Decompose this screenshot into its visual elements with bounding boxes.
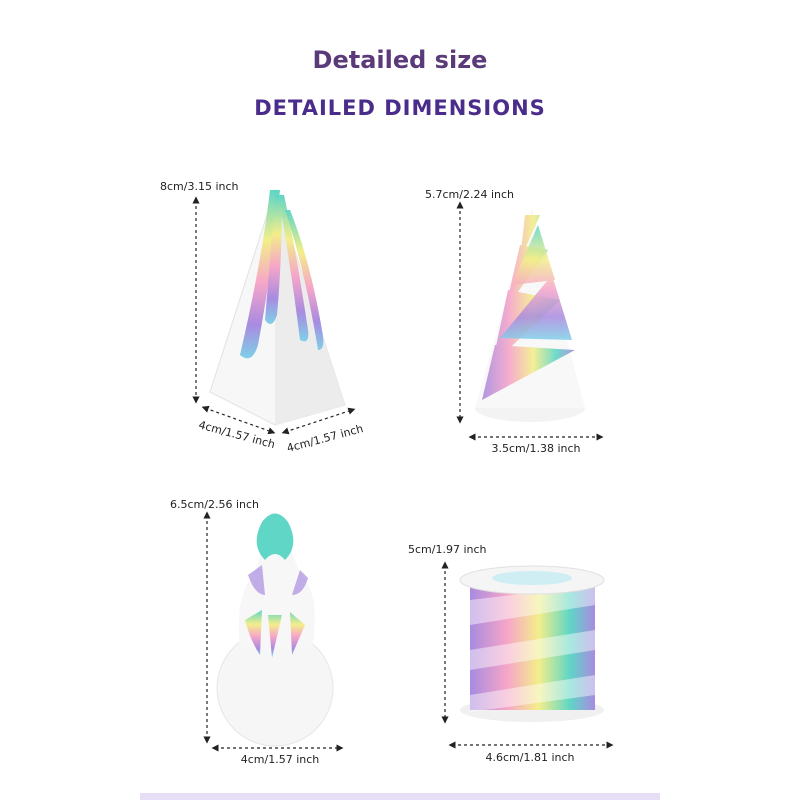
ball-product [216, 513, 334, 747]
height-label: 6.5cm/2.56 inch [170, 498, 259, 511]
width-label: 3.5cm/1.38 inch [492, 442, 581, 455]
width-label: 4cm/1.57 inch [241, 753, 320, 766]
spool-product [459, 565, 605, 722]
width-label: 4cm/1.57 inch [285, 422, 364, 455]
height-label: 8cm/3.15 inch [160, 180, 239, 193]
cone-product [475, 208, 585, 422]
pyramid-product [209, 188, 346, 426]
title: Detailed size [313, 46, 488, 74]
height-label: 5cm/1.97 inch [408, 543, 487, 556]
height-label: 5.7cm/2.24 inch [425, 188, 514, 201]
subtitle: DETAILED DIMENSIONS [254, 96, 546, 120]
width-label: 4.6cm/1.81 inch [486, 751, 575, 764]
width-label: 4cm/1.57 inch [197, 418, 276, 451]
footer-bar [140, 793, 660, 800]
